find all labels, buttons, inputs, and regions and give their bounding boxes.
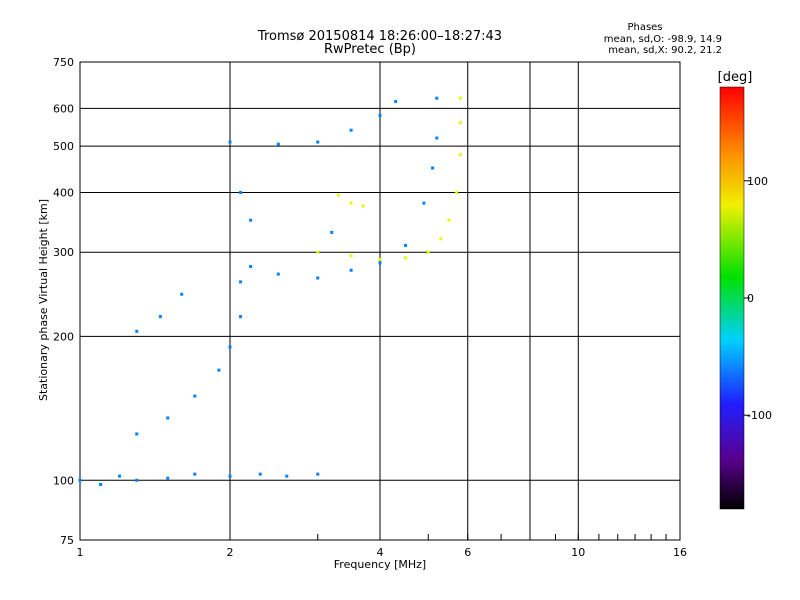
colorbar-tick-label: 100 <box>747 175 768 188</box>
data-point <box>349 268 353 272</box>
data-point <box>228 140 232 144</box>
data-point <box>426 250 430 254</box>
data-point <box>193 472 197 476</box>
stats-x-line: mean, sd,X: 90.2, 21.2 <box>608 45 722 56</box>
x-tick-label: 4 <box>377 546 384 559</box>
x-tick-label: 2 <box>227 546 234 559</box>
data-point <box>166 416 170 420</box>
data-point <box>316 472 320 476</box>
x-tick-label: 1 <box>77 546 84 559</box>
data-point <box>249 265 253 269</box>
colorbar-ticks: -100 0 100 <box>744 175 772 422</box>
y-tick-label: 750 <box>53 56 74 69</box>
y-tick-label: 300 <box>53 246 74 259</box>
chart-subtitle: RwPretec (Bp) <box>324 42 416 57</box>
colorbar-tick-label: -100 <box>747 409 772 422</box>
data-point <box>431 166 435 170</box>
data-point <box>239 280 243 284</box>
data-point <box>135 432 139 436</box>
data-point <box>403 243 407 247</box>
data-point <box>158 315 162 319</box>
data-point <box>447 218 451 222</box>
x-axis-label: Frequency [MHz] <box>334 558 426 571</box>
colorbar <box>719 86 745 510</box>
data-point <box>378 261 382 265</box>
y-tick-label: 600 <box>53 102 74 115</box>
x-tick-label: 6 <box>464 546 471 559</box>
plot-area: 1 2 4 6 10 16 75 100 200 300 400 500 600 750 <box>53 56 687 559</box>
data-point <box>99 482 103 486</box>
data-point <box>285 474 289 478</box>
data-point <box>239 315 243 319</box>
data-point <box>439 237 443 241</box>
data-point <box>330 230 334 234</box>
x-tick-label: 16 <box>673 546 687 559</box>
data-point <box>249 218 253 222</box>
data-point <box>458 96 462 100</box>
data-point <box>435 136 439 140</box>
y-tick-label: 400 <box>53 186 74 199</box>
data-point <box>228 345 232 349</box>
data-point <box>316 140 320 144</box>
data-point <box>276 142 280 146</box>
data-point <box>349 201 353 205</box>
colorbar-tick-label: 0 <box>747 292 754 305</box>
data-point <box>166 476 170 480</box>
stats-heading: Phases <box>627 22 662 33</box>
data-point <box>378 257 382 261</box>
data-point <box>349 128 353 132</box>
data-point <box>458 121 462 125</box>
data-point <box>276 272 280 276</box>
data-point <box>403 256 407 260</box>
data-point <box>78 478 82 482</box>
chart-title: Tromsø 20150814 18:26:00–18:27:43 <box>257 29 502 44</box>
data-point <box>361 204 365 208</box>
data-point <box>349 254 353 258</box>
data-point <box>378 113 382 117</box>
colorbar-label: [deg] <box>718 70 753 85</box>
x-tick-label: 10 <box>571 546 585 559</box>
data-point <box>316 250 320 254</box>
data-point <box>336 193 340 197</box>
data-point <box>135 329 139 333</box>
y-tick-label: 100 <box>53 474 74 487</box>
y-axis-label: Stationary phase Virtual Height [km] <box>37 199 50 401</box>
data-point <box>180 292 184 296</box>
data-point <box>394 100 398 104</box>
data-point <box>135 478 139 482</box>
data-point <box>193 394 197 398</box>
data-point <box>228 474 232 478</box>
data-point <box>239 190 243 194</box>
y-tick-label: 75 <box>60 534 74 547</box>
data-point <box>422 201 426 205</box>
y-tick-label: 200 <box>53 330 74 343</box>
data-point <box>458 153 462 157</box>
data-point <box>217 368 221 372</box>
data-point <box>117 474 121 478</box>
y-tick-label: 500 <box>53 140 74 153</box>
data-point <box>258 472 262 476</box>
data-point <box>435 96 439 100</box>
stats-o-line: mean, sd,O: -98.9, 14.9 <box>604 34 722 45</box>
data-point <box>316 276 320 280</box>
data-point <box>455 190 459 194</box>
